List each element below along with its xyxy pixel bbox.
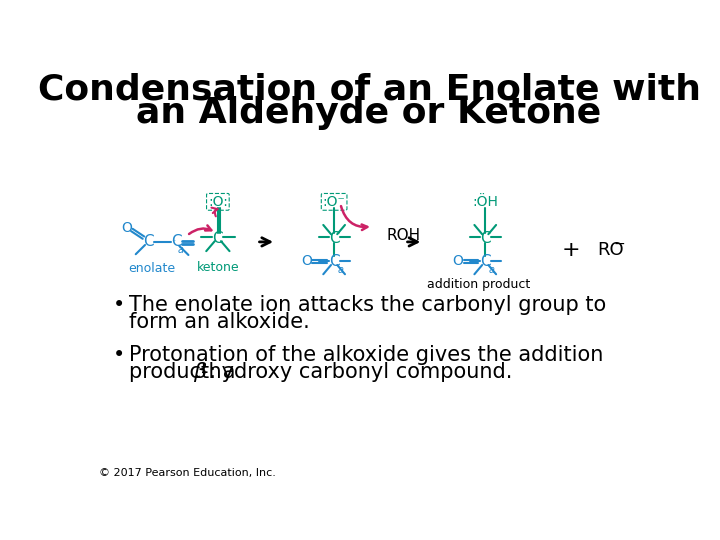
Text: +: + (561, 240, 580, 260)
Text: © 2017 Pearson Education, Inc.: © 2017 Pearson Education, Inc. (99, 468, 276, 478)
Text: C: C (480, 231, 490, 246)
Text: C: C (329, 231, 339, 246)
Text: β: β (193, 362, 207, 382)
Text: •: • (113, 345, 125, 365)
Text: :ÖH: :ÖH (472, 195, 498, 209)
Text: :O:: :O: (208, 195, 228, 209)
Text: form an alkoxide.: form an alkoxide. (129, 312, 310, 332)
Text: :Ö⁻: :Ö⁻ (323, 195, 346, 209)
Text: O: O (302, 254, 312, 268)
Text: The enolate ion attacks the carbonyl group to: The enolate ion attacks the carbonyl gro… (129, 295, 606, 315)
Text: O: O (121, 221, 132, 235)
Text: C: C (143, 234, 153, 249)
Text: O: O (453, 254, 464, 268)
Text: ketone: ketone (197, 261, 239, 274)
Text: RO: RO (598, 241, 624, 259)
Text: -hydroxy carbonyl compound.: -hydroxy carbonyl compound. (201, 362, 512, 382)
Text: Protonation of the alkoxide gives the addition: Protonation of the alkoxide gives the ad… (129, 345, 603, 365)
Text: a: a (178, 245, 184, 255)
Text: −: − (614, 237, 626, 251)
Text: ..: .. (171, 233, 176, 242)
Text: an Aldehyde or Ketone: an Aldehyde or Ketone (136, 96, 602, 130)
Text: a: a (488, 265, 495, 275)
Text: enolate: enolate (128, 262, 176, 275)
Text: Condensation of an Enolate with: Condensation of an Enolate with (37, 72, 701, 106)
Text: C: C (329, 254, 339, 268)
Text: C: C (480, 254, 490, 268)
Text: product: a: product: a (129, 362, 242, 382)
Text: C: C (212, 231, 223, 246)
Text: a: a (338, 265, 343, 275)
Text: •: • (113, 295, 125, 315)
Text: C: C (171, 234, 182, 249)
Text: ROH: ROH (387, 228, 421, 243)
Text: addition product: addition product (428, 278, 531, 291)
